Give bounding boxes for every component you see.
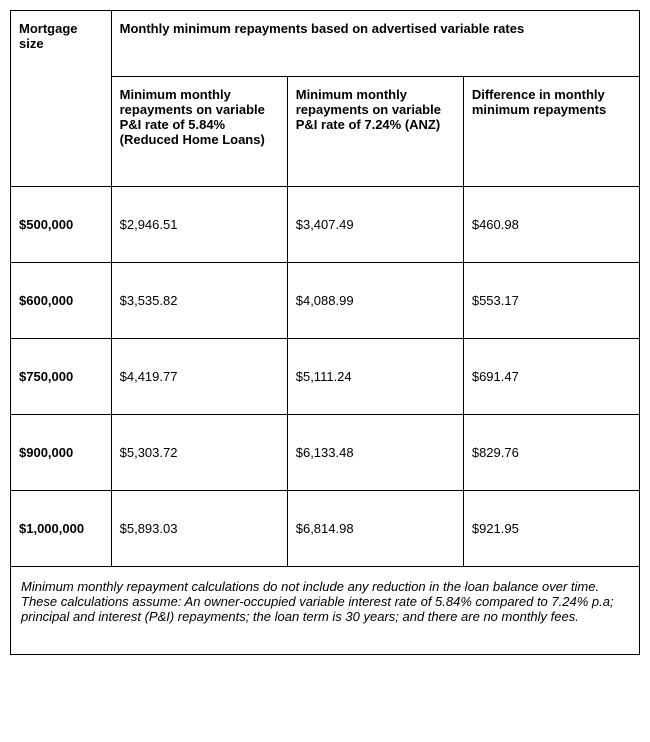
table-row: $900,000 $5,303.72 $6,133.48 $829.76 <box>11 415 640 491</box>
cell-repay-b: $6,133.48 <box>287 415 463 491</box>
cell-repay-a: $5,893.03 <box>111 491 287 567</box>
header-col-b: Minimum monthly repayments on variable P… <box>287 77 463 187</box>
cell-mortgage: $500,000 <box>11 187 112 263</box>
footnote: Minimum monthly repayment calculations d… <box>11 567 640 655</box>
cell-repay-a: $2,946.51 <box>111 187 287 263</box>
cell-diff: $829.76 <box>463 415 639 491</box>
cell-mortgage: $900,000 <box>11 415 112 491</box>
cell-diff: $921.95 <box>463 491 639 567</box>
cell-repay-b: $4,088.99 <box>287 263 463 339</box>
cell-mortgage: $600,000 <box>11 263 112 339</box>
cell-diff: $460.98 <box>463 187 639 263</box>
table-row: $500,000 $2,946.51 $3,407.49 $460.98 <box>11 187 640 263</box>
cell-repay-a: $5,303.72 <box>111 415 287 491</box>
header-col-a: Minimum monthly repayments on variable P… <box>111 77 287 187</box>
header-main: Monthly minimum repayments based on adve… <box>111 11 639 77</box>
table-row: $600,000 $3,535.82 $4,088.99 $553.17 <box>11 263 640 339</box>
table-row: $750,000 $4,419.77 $5,111.24 $691.47 <box>11 339 640 415</box>
table-row: $1,000,000 $5,893.03 $6,814.98 $921.95 <box>11 491 640 567</box>
cell-repay-b: $3,407.49 <box>287 187 463 263</box>
cell-repay-b: $5,111.24 <box>287 339 463 415</box>
cell-repay-a: $4,419.77 <box>111 339 287 415</box>
cell-repay-b: $6,814.98 <box>287 491 463 567</box>
repayments-table: Mortgage size Monthly minimum repayments… <box>10 10 640 655</box>
cell-repay-a: $3,535.82 <box>111 263 287 339</box>
cell-mortgage: $1,000,000 <box>11 491 112 567</box>
cell-diff: $553.17 <box>463 263 639 339</box>
cell-mortgage: $750,000 <box>11 339 112 415</box>
header-col-c: Difference in monthly minimum repayments <box>463 77 639 187</box>
cell-diff: $691.47 <box>463 339 639 415</box>
header-mortgage-size: Mortgage size <box>11 11 112 187</box>
